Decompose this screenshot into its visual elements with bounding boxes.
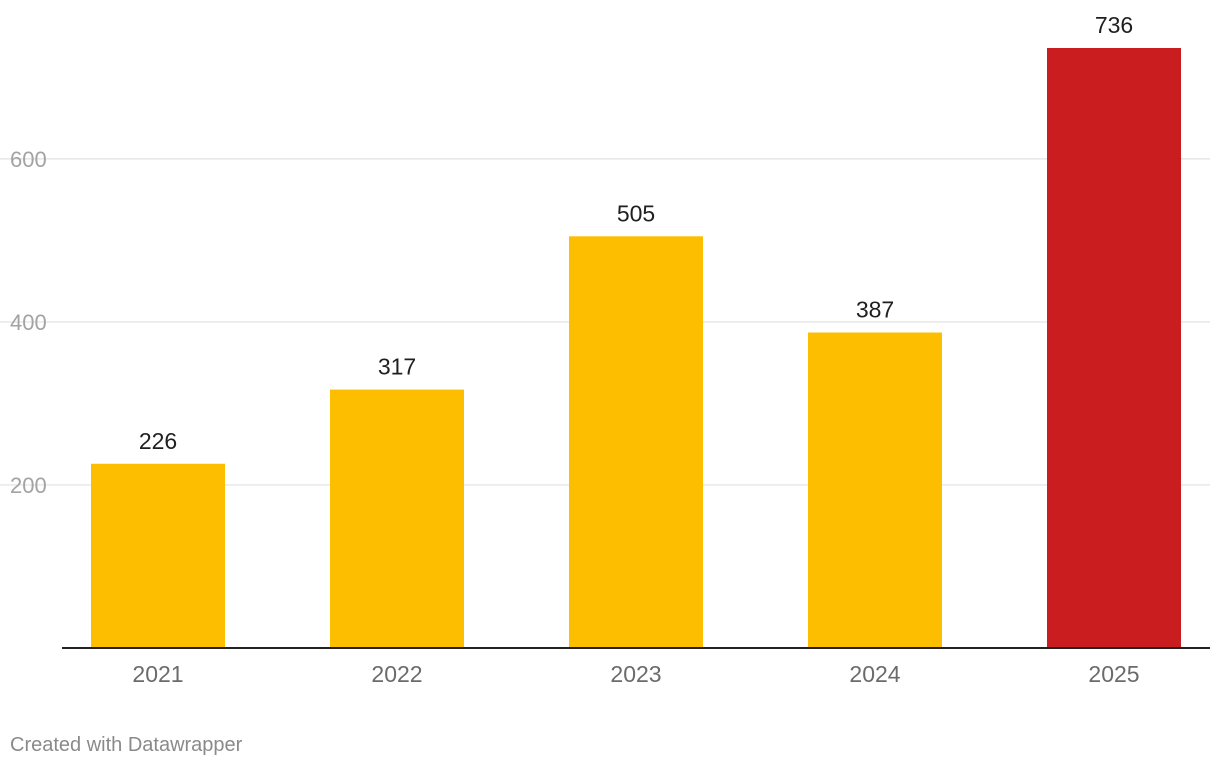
- x-tick-label: 2022: [371, 661, 422, 687]
- bar-2023: [569, 236, 703, 648]
- bars: [91, 48, 1181, 648]
- y-tick-label: 400: [10, 310, 47, 335]
- data-label-2022: 317: [378, 354, 416, 380]
- data-label-2023: 505: [617, 200, 655, 226]
- credit-text: Created with Datawrapper: [10, 734, 243, 756]
- bar-2025: [1047, 48, 1181, 648]
- bar-2024: [808, 332, 942, 648]
- x-tick-label: 2025: [1088, 661, 1139, 687]
- bar-2022: [330, 389, 464, 648]
- x-tick-label: 2021: [132, 661, 183, 687]
- y-axis-ticks: 200 400 600: [10, 147, 47, 498]
- y-tick-label: 600: [10, 147, 47, 172]
- y-tick-label: 200: [10, 473, 47, 498]
- data-label-2024: 387: [856, 297, 894, 323]
- x-tick-label: 2024: [849, 661, 900, 687]
- data-labels: 226 317 505 387 736: [139, 12, 1133, 454]
- bar-2021: [91, 463, 225, 648]
- data-label-2025: 736: [1095, 12, 1133, 38]
- x-tick-label: 2023: [610, 661, 661, 687]
- x-axis-ticks: 2021 2022 2023 2024 2025: [132, 661, 1139, 687]
- data-label-2021: 226: [139, 428, 177, 454]
